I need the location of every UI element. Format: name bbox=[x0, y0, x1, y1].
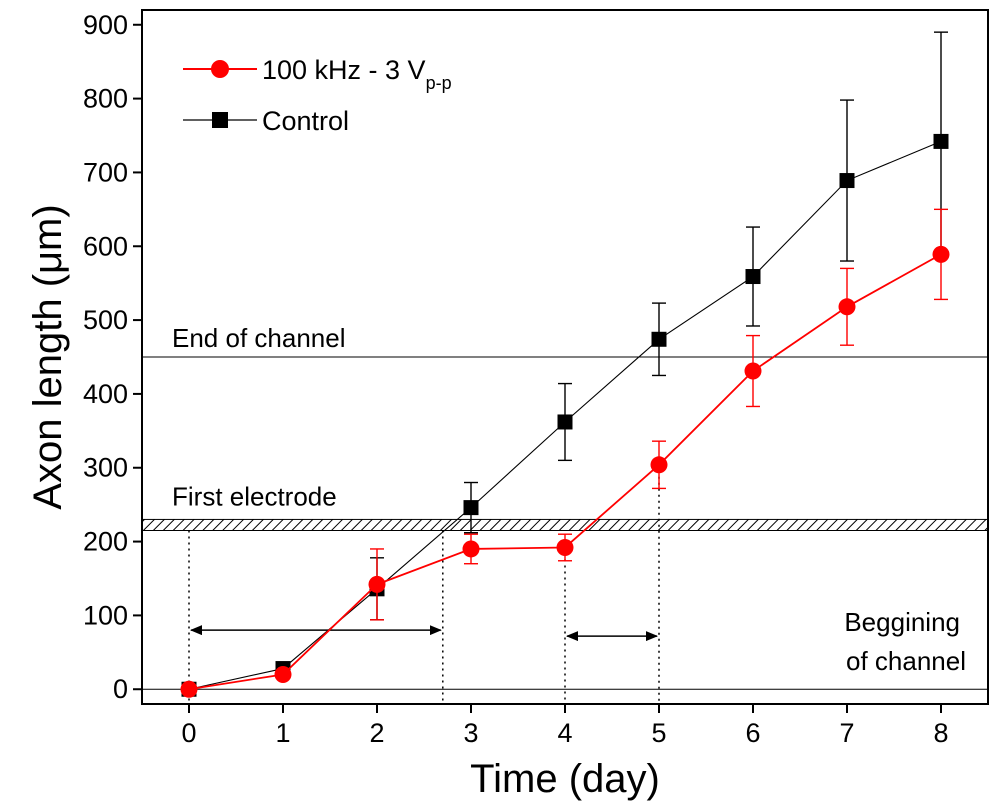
data-point bbox=[556, 538, 574, 556]
data-point bbox=[744, 362, 762, 380]
data-point bbox=[463, 500, 479, 516]
reference-lines bbox=[141, 356, 989, 704]
x-tick-label: 5 bbox=[651, 718, 666, 748]
data-point bbox=[557, 414, 573, 430]
y-tick-label: 200 bbox=[83, 527, 128, 557]
series-line-0 bbox=[188, 253, 942, 691]
legend-marker-treatment bbox=[211, 60, 229, 78]
x-axis: 0 1 2 3 4 5 6 7 8 bbox=[181, 704, 949, 748]
x-tick-label: 4 bbox=[557, 718, 572, 748]
x-axis-title: Time (day) bbox=[470, 757, 660, 801]
y-tick-label: 0 bbox=[113, 674, 128, 704]
data-point bbox=[180, 680, 198, 698]
data-point bbox=[745, 269, 761, 285]
y-axis-title: Axon length (μm) bbox=[26, 204, 70, 509]
data-point bbox=[368, 575, 386, 593]
x-tick-label: 7 bbox=[839, 718, 854, 748]
x-tick-label: 0 bbox=[181, 718, 196, 748]
legend: 100 kHz - 3 Vp-p Control bbox=[183, 55, 452, 136]
end-of-channel-label: End of channel bbox=[172, 323, 345, 353]
data-point bbox=[932, 245, 950, 263]
data-point bbox=[274, 665, 292, 683]
y-tick-label: 800 bbox=[83, 84, 128, 114]
y-axis: 0 100 200 300 400 500 600 700 800 900 bbox=[83, 10, 142, 704]
beginning-of-channel-label-line1: Beggining bbox=[844, 607, 960, 637]
data-series bbox=[180, 31, 950, 698]
y-tick-label: 900 bbox=[83, 10, 128, 40]
legend-label-treatment: 100 kHz - 3 Vp-p bbox=[262, 55, 452, 93]
y-tick-label: 600 bbox=[83, 231, 128, 261]
data-point bbox=[651, 331, 667, 347]
first-electrode-band bbox=[141, 518, 989, 532]
legend-label-control: Control bbox=[262, 106, 349, 136]
y-tick-label: 700 bbox=[83, 157, 128, 187]
beginning-of-channel-label-line2: of channel bbox=[846, 646, 966, 676]
x-tick-label: 6 bbox=[745, 718, 760, 748]
data-point bbox=[838, 298, 856, 316]
y-tick-label: 500 bbox=[83, 305, 128, 335]
x-tick-label: 3 bbox=[463, 718, 478, 748]
data-point bbox=[650, 456, 668, 474]
y-tick-label: 300 bbox=[83, 453, 128, 483]
legend-marker-control bbox=[212, 112, 228, 128]
y-tick-label: 100 bbox=[83, 600, 128, 630]
x-tick-label: 1 bbox=[275, 718, 290, 748]
first-electrode-label: First electrode bbox=[172, 481, 337, 511]
x-tick-label: 2 bbox=[369, 718, 384, 748]
x-tick-label: 8 bbox=[933, 718, 948, 748]
data-point bbox=[839, 173, 855, 189]
y-tick-label: 400 bbox=[83, 379, 128, 409]
data-point bbox=[933, 133, 949, 149]
data-point bbox=[462, 540, 480, 558]
